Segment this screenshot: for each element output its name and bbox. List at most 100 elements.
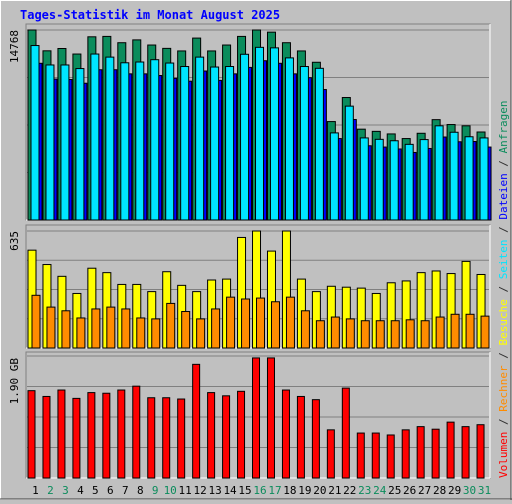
bar-rechner-day-21 <box>330 316 340 349</box>
x-tick-label-day-20: 20 <box>313 484 326 497</box>
x-tick-label-day-17: 17 <box>268 484 281 497</box>
x-tick-label-day-26: 26 <box>403 484 416 497</box>
bar-volumen-day-31 <box>476 424 485 479</box>
x-tick-label-day-30: 30 <box>463 484 476 497</box>
bar-rechner-day-13 <box>211 308 221 349</box>
bar-volumen-day-10 <box>162 397 171 479</box>
bar-rechner-day-29 <box>450 313 460 349</box>
x-tick-label-day-28: 28 <box>433 484 446 497</box>
x-tick-label-day-19: 19 <box>298 484 311 497</box>
bar-seiten-day-12 <box>195 56 205 221</box>
bar-volumen-day-8 <box>132 385 141 479</box>
bar-seiten-day-21 <box>329 132 339 221</box>
bar-rechner-day-3 <box>61 310 71 349</box>
bar-volumen-day-23 <box>356 432 365 479</box>
bar-volumen-day-27 <box>416 426 425 479</box>
x-tick-label-day-29: 29 <box>448 484 461 497</box>
x-tick-label-day-1: 1 <box>32 484 39 497</box>
bar-seiten-day-5 <box>90 53 100 221</box>
bar-seiten-day-7 <box>120 62 130 221</box>
bar-rechner-day-30 <box>465 313 475 349</box>
x-axis-labels: 1 2 3 4 5 6 7 8 9 10 11 12 13 14 15 16 17 18 19 20 21 22 23 24 2… <box>32 484 491 497</box>
bar-volumen-day-19 <box>296 395 305 479</box>
bar-seiten-day-16 <box>255 46 265 221</box>
bar-volumen-day-16 <box>252 357 261 479</box>
x-tick-label-day-24: 24 <box>373 484 387 497</box>
bar-seiten-day-11 <box>180 66 190 221</box>
bar-volumen-day-9 <box>147 397 156 479</box>
bar-volumen-day-28 <box>431 428 440 479</box>
bar-rechner-day-26 <box>405 319 415 349</box>
bar-volumen-day-13 <box>207 392 216 479</box>
bar-volumen-day-24 <box>371 432 380 479</box>
bar-volumen-day-21 <box>326 429 335 479</box>
x-tick-label-day-3: 3 <box>62 484 69 497</box>
x-tick-label-day-7: 7 <box>122 484 129 497</box>
bar-seiten-day-28 <box>434 125 444 221</box>
x-tick-label-day-10: 10 <box>164 484 177 497</box>
bar-volumen-day-2 <box>42 395 51 479</box>
bar-volumen-day-14 <box>222 395 231 479</box>
chart-panels: 14768 635 1.90 GB <box>8 23 492 479</box>
x-tick-label-day-5: 5 <box>92 484 99 497</box>
bar-seiten-day-19 <box>299 66 309 221</box>
bar-seiten-day-26 <box>404 143 414 221</box>
bar-rechner-day-2 <box>46 306 56 349</box>
bar-rechner-day-12 <box>196 318 206 349</box>
x-tick-label-day-12: 12 <box>194 484 207 497</box>
x-tick-label-day-31: 31 <box>478 484 491 497</box>
bar-seiten-day-30 <box>464 136 474 221</box>
bar-seiten-day-9 <box>150 59 160 221</box>
panel-middle: 635 <box>8 224 491 349</box>
y-axis-max-label: 1.90 GB <box>8 358 21 405</box>
x-tick-label-day-11: 11 <box>179 484 192 497</box>
bar-rechner-day-7 <box>121 308 131 349</box>
bar-rechner-day-18 <box>285 296 295 349</box>
x-tick-label-day-21: 21 <box>328 484 341 497</box>
bar-rechner-day-25 <box>390 320 400 349</box>
bar-volumen-day-4 <box>72 397 81 479</box>
bar-seiten-day-15 <box>240 53 250 221</box>
bar-rechner-day-11 <box>181 311 191 349</box>
legend-item-besuche: Besuche <box>497 299 510 345</box>
x-tick-label-day-13: 13 <box>208 484 221 497</box>
x-tick-label-day-6: 6 <box>107 484 114 497</box>
x-tick-label-day-23: 23 <box>358 484 371 497</box>
bar-seiten-day-4 <box>75 68 85 221</box>
legend-item-dateien: Dateien <box>497 173 510 219</box>
y-axis-max-label: 635 <box>8 231 21 251</box>
chart-title: Tages-Statistik im Monat August 2025 <box>20 8 280 22</box>
bar-seiten-day-1 <box>30 45 40 221</box>
x-tick-label-day-2: 2 <box>47 484 54 497</box>
x-tick-label-day-8: 8 <box>137 484 144 497</box>
bar-volumen-day-22 <box>341 387 350 479</box>
bar-seiten-day-10 <box>165 62 175 221</box>
bar-seiten-day-18 <box>284 57 294 221</box>
bar-volumen-day-17 <box>266 357 275 479</box>
legend-separator: / <box>497 153 510 173</box>
x-tick-label-day-9: 9 <box>152 484 159 497</box>
bar-rechner-day-10 <box>166 302 176 349</box>
bar-seiten-day-24 <box>374 138 384 221</box>
series-seiten <box>30 45 489 221</box>
bar-rechner-day-9 <box>151 318 161 349</box>
bar-volumen-day-12 <box>192 363 201 479</box>
bar-volumen-day-5 <box>87 392 96 479</box>
bar-rechner-day-5 <box>91 308 101 349</box>
bar-rechner-day-14 <box>226 296 236 349</box>
bar-rechner-day-1 <box>31 294 41 349</box>
x-tick-label-day-14: 14 <box>223 484 237 497</box>
x-tick-label-day-18: 18 <box>283 484 296 497</box>
bar-seiten-day-14 <box>225 66 235 221</box>
bar-volumen-day-15 <box>237 390 246 479</box>
bar-rechner-day-31 <box>480 315 490 349</box>
legend-separator: / <box>497 346 510 366</box>
bar-seiten-day-29 <box>449 131 459 221</box>
bar-rechner-day-19 <box>300 310 310 349</box>
bar-rechner-day-23 <box>360 320 370 349</box>
bar-seiten-day-31 <box>479 137 489 221</box>
bar-seiten-day-8 <box>135 61 145 221</box>
bar-volumen-day-1 <box>27 390 36 479</box>
legend-separator: / <box>497 412 510 432</box>
